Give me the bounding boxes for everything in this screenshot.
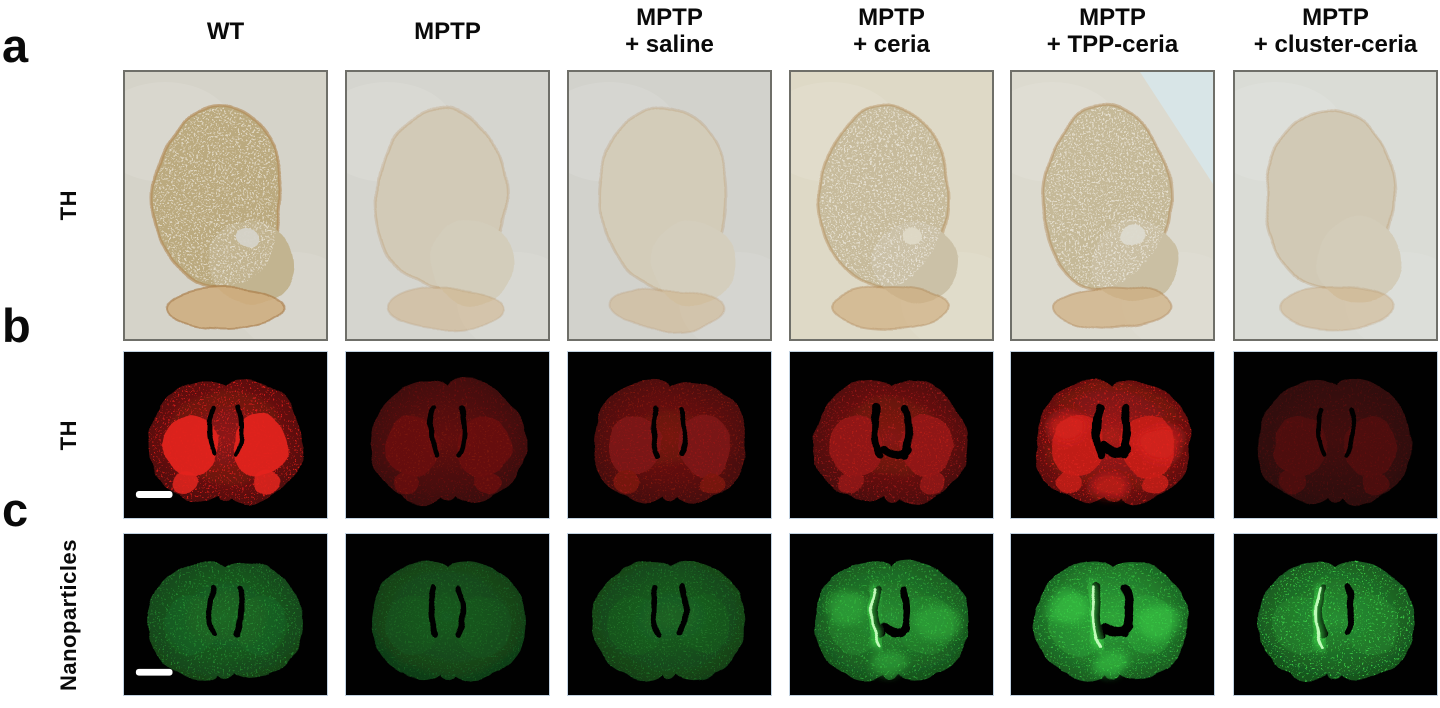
column-header-line1: MPTP — [1302, 4, 1369, 31]
micrograph-a-mptp-ceria — [789, 70, 994, 341]
row-label-b-th: TH — [56, 419, 81, 451]
micrograph-a-mptp — [345, 70, 550, 341]
panel-letter-b: b — [2, 299, 31, 352]
micrograph-b-mptp-ceria — [789, 351, 994, 519]
micrograph-a-mptp-tpp-ceria — [1010, 70, 1215, 341]
column-header-line2: + ceria — [853, 31, 930, 58]
panel-letter-c: c — [2, 483, 29, 536]
micrograph-a-wt — [123, 70, 328, 341]
micrograph-b-mptp-saline — [567, 351, 772, 519]
micrograph-b-mptp-tpp-ceria — [1010, 351, 1215, 519]
column-header-line1: WT — [206, 17, 245, 45]
column-header-mptp-ceria: MPTP + ceria — [789, 2, 994, 60]
column-header-mptp-saline: MPTP + saline — [567, 2, 772, 60]
column-header-mptp-tpp-ceria: MPTP + TPP-ceria — [1010, 2, 1215, 60]
column-header-line2: + saline — [625, 31, 714, 58]
row-label-a-th: TH — [56, 190, 81, 221]
micrograph-c-mptp-saline — [567, 533, 772, 696]
micrograph-a-mptp-saline — [567, 70, 772, 341]
column-header-wt: WT — [123, 2, 328, 60]
micrograph-c-mptp-cluster-ceria — [1233, 533, 1438, 696]
column-header-mptp-cluster-ceria: MPTP + cluster-ceria — [1233, 2, 1438, 60]
column-header-line1: MPTP — [414, 17, 481, 45]
micrograph-b-wt — [123, 351, 328, 519]
panel-letter-a: a — [2, 19, 29, 72]
column-header-line1: MPTP — [858, 4, 925, 31]
row-label-c-nanoparticles: Nanoparticles — [56, 538, 81, 691]
micrograph-a-mptp-cluster-ceria — [1233, 70, 1438, 341]
column-header-line2: + TPP-ceria — [1046, 31, 1179, 58]
micrograph-c-wt — [123, 533, 328, 696]
column-header-mptp: MPTP — [345, 2, 550, 60]
column-header-line2: + cluster-ceria — [1253, 31, 1418, 58]
column-header-line1: MPTP — [636, 4, 703, 31]
micrograph-b-mptp — [345, 351, 550, 519]
micrograph-b-mptp-cluster-ceria — [1233, 351, 1438, 519]
micrograph-c-mptp-tpp-ceria — [1010, 533, 1215, 696]
micrograph-c-mptp — [345, 533, 550, 696]
micrograph-c-mptp-ceria — [789, 533, 994, 696]
column-header-line1: MPTP — [1079, 4, 1146, 31]
